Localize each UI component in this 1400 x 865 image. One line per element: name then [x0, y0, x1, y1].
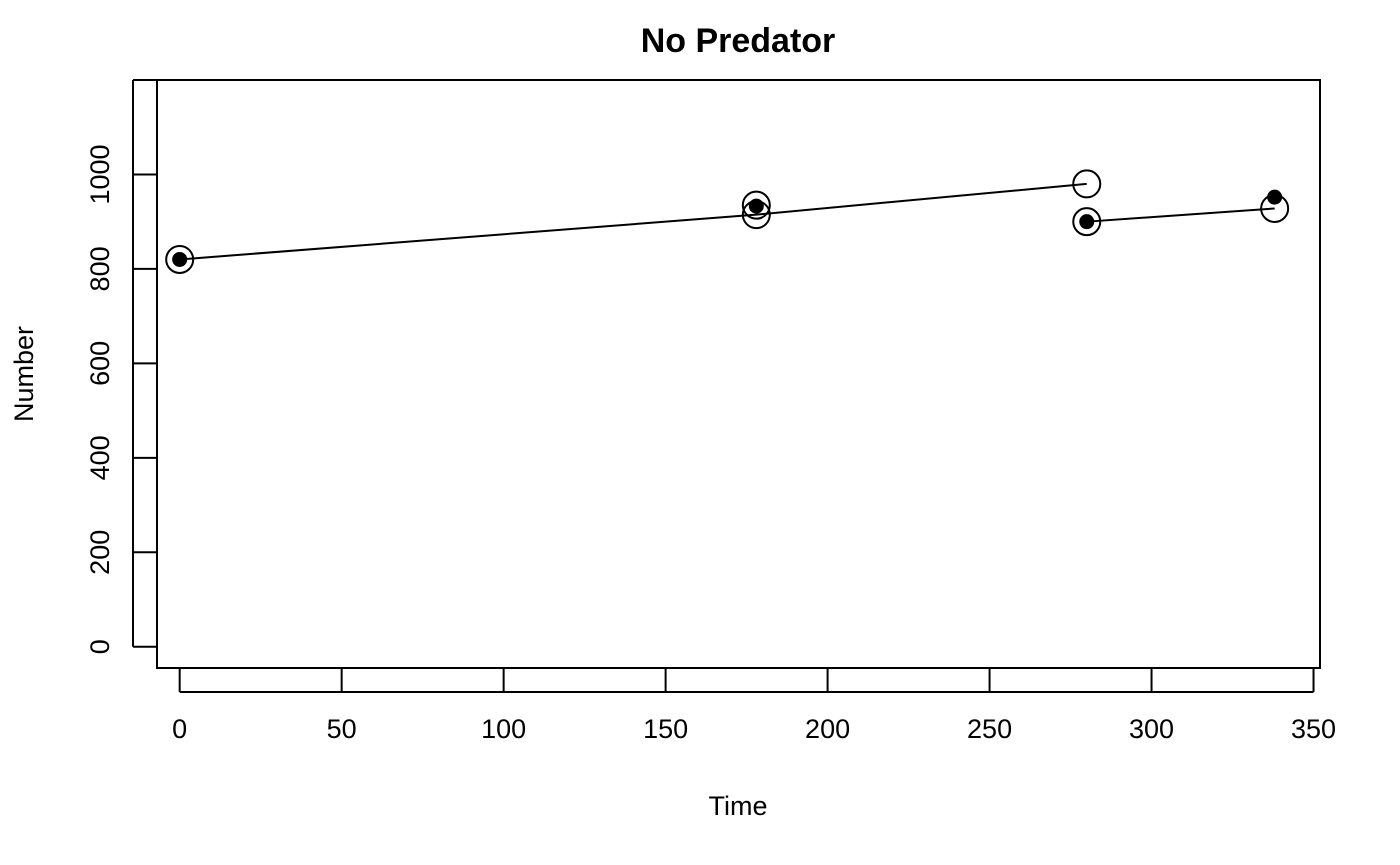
y-tick-label: 600 — [85, 341, 115, 386]
open-point — [1072, 207, 1102, 237]
x-tick-label: 250 — [967, 714, 1012, 744]
y-tick-label: 800 — [85, 246, 115, 291]
filled-point — [1079, 214, 1095, 230]
open-point — [1072, 169, 1102, 199]
filled-points — [172, 189, 1283, 267]
y-tick-label: 0 — [85, 639, 115, 654]
x-tick-label: 100 — [481, 714, 526, 744]
series-line — [1086, 207, 1275, 223]
x-tick-label: 150 — [643, 714, 688, 744]
open-points — [165, 169, 1290, 274]
open-point — [165, 244, 195, 274]
y-axis: 0 200 400 600 800 1000 — [85, 79, 157, 654]
filled-point — [1267, 189, 1283, 205]
x-tick-label: 300 — [1129, 714, 1174, 744]
y-tick-label: 200 — [85, 530, 115, 575]
y-tick-label: 400 — [85, 435, 115, 480]
x-axis-label: Time — [709, 791, 768, 821]
series-line — [179, 182, 1087, 261]
y-tick-label: 1000 — [85, 144, 115, 204]
filled-point — [172, 251, 188, 267]
x-tick-label: 50 — [327, 714, 357, 744]
series-lines — [179, 182, 1275, 261]
y-axis-label: Number — [9, 326, 39, 422]
x-axis: 0 50 100 150 200 250 300 350 — [172, 669, 1336, 744]
chart-title: No Predator — [641, 22, 836, 60]
x-tick-label: 200 — [805, 714, 850, 744]
x-tick-label: 0 — [172, 714, 187, 744]
open-point — [741, 190, 771, 220]
x-tick-label: 350 — [1291, 714, 1336, 744]
filled-point — [748, 198, 764, 214]
plot-frame — [156, 79, 1321, 669]
